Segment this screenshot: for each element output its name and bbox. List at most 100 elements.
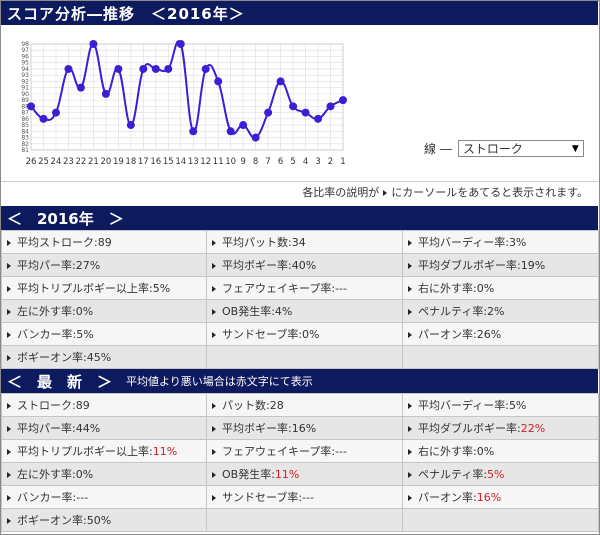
data-point [201,64,210,73]
triangle-bullet-icon[interactable] [7,263,11,269]
x-tick-label: 6 [278,157,283,167]
stat-cell: ペナルティ率:2% [402,299,599,323]
triangle-bullet-icon[interactable] [408,263,412,269]
latest-section-subtitle: 平均値より悪い場合は赤文字にて表示 [126,375,313,388]
y-tick-label: 87 [21,110,29,117]
triangle-bullet-icon[interactable] [7,403,11,409]
stat-label: ペナルティ率: [418,305,488,318]
stat-value: 0% [302,328,320,341]
triangle-bullet-icon[interactable] [408,495,412,501]
page-title: スコア分析―推移 ＜2016年＞ [1,1,598,25]
stat-value: 5% [508,399,527,412]
triangle-bullet-icon[interactable] [212,263,216,269]
triangle-bullet-icon[interactable] [212,240,216,246]
stat-value: 5% [487,468,505,481]
stat-label: 平均ストローク: [17,236,98,249]
stat-cell: 平均パット数:34 [206,230,403,254]
y-tick-label: 91 [21,85,29,92]
stat-cell: 左に外す率:0% [1,299,207,323]
stat-label: ボギーオン率: [17,514,87,527]
triangle-bullet-icon[interactable] [408,403,412,409]
data-point [214,77,223,86]
data-point [151,64,160,73]
triangle-bullet-icon[interactable] [7,518,11,524]
stat-label: 平均ダブルボギー率: [418,259,521,272]
data-point [326,102,335,111]
triangle-bullet-icon[interactable] [212,449,216,455]
stat-value: 0% [75,468,94,481]
data-point [314,114,323,123]
data-point [39,114,48,123]
stat-value: 3% [508,236,527,249]
triangle-bullet-icon[interactable] [7,355,11,361]
triangle-bullet-icon[interactable] [7,332,11,338]
empty-cell [206,508,403,532]
data-point [189,127,198,136]
stat-value: 11% [152,445,178,458]
help-note-after: にカーソールをあてると表示されます。 [391,186,588,199]
stat-label: フェアウェイキープ率: [222,445,336,458]
y-tick-label: 86 [21,116,29,123]
triangle-bullet-icon[interactable] [7,472,11,478]
triangle-bullet-icon[interactable] [408,472,412,478]
triangle-bullet-icon[interactable] [408,240,412,246]
stat-value: 2% [487,305,505,318]
stat-cell: フェアウェイキープ率:--- [206,276,403,300]
data-point [289,102,298,111]
stat-label: パーオン率: [418,491,477,504]
triangle-bullet-icon[interactable] [7,449,11,455]
triangle-bullet-icon[interactable] [408,309,412,315]
stat-cell: 左に外す率:0% [1,462,207,486]
series-select[interactable]: ストローク ▼ [457,140,584,157]
latest-stats-table: ストローク:89 パット数:28 平均バーディー率:5% 平均パー率:44% 平均ボギー… [1,393,599,532]
data-point [176,40,185,48]
data-point [114,64,123,73]
triangle-bullet-icon[interactable] [7,286,11,292]
stat-value: --- [76,491,89,504]
stat-label: パーオン率: [418,328,477,341]
series-line [30,40,344,139]
triangle-bullet-icon[interactable] [212,332,216,338]
stat-value: 28 [269,399,284,412]
triangle-bullet-icon[interactable] [7,426,11,432]
triangle-bullet-icon[interactable] [212,472,216,478]
triangle-bullet-icon[interactable] [7,240,11,246]
data-point [139,64,148,73]
empty-cell [402,345,599,369]
stat-value: 11% [274,468,300,481]
triangle-bullet-icon[interactable] [408,449,412,455]
triangle-bullet-icon[interactable] [408,286,412,292]
triangle-bullet-icon[interactable] [7,495,11,501]
y-tick-label: 98 [21,41,29,48]
triangle-bullet-icon[interactable] [212,495,216,501]
stat-value: 26% [476,328,502,341]
stat-cell: サンドセーブ率:--- [206,485,403,509]
y-tick-label: 90 [21,91,29,98]
triangle-bullet-icon[interactable] [212,309,216,315]
triangle-bullet-icon[interactable] [212,403,216,409]
y-tick-label: 96 [21,53,29,60]
triangle-bullet-icon[interactable] [408,332,412,338]
empty-cell [402,508,599,532]
triangle-bullet-icon[interactable] [408,426,412,432]
triangle-bullet-icon[interactable] [212,286,216,292]
stat-value: 40% [291,259,317,272]
triangle-bullet-icon[interactable] [7,309,11,315]
stat-cell: 平均ストローク:89 [1,230,207,254]
x-tick-label: 25 [38,157,49,167]
dropdown-arrow-icon: ▼ [571,143,579,154]
stat-label: 平均バーディー率: [418,399,509,412]
x-tick-label: 10 [225,157,236,167]
stats-row: バンカー率:5% サンドセーブ率:0% パーオン率:26% [1,322,599,346]
stat-value: 19% [520,259,546,272]
stats-row: 平均トリプルボギー以上率:11% フェアウェイキープ率:--- 右に外す率:0% [1,439,599,463]
x-tick-label: 14 [175,157,186,167]
y-tick-label: 83 [21,135,29,142]
stat-cell: サンドセーブ率:0% [206,322,403,346]
stat-cell: ストローク:89 [1,393,207,417]
x-tick-label: 9 [240,157,245,167]
triangle-bullet-icon[interactable] [212,426,216,432]
stat-label: 平均ボギー率: [222,422,292,435]
stat-label: ストローク: [17,399,76,412]
x-tick-label: 20 [100,157,111,167]
